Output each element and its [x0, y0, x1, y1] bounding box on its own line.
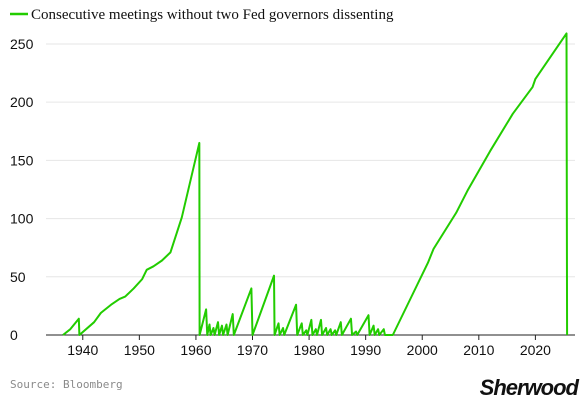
x-tick-label: 1980 — [294, 342, 325, 358]
sherwood-logo: Sherwood — [480, 375, 580, 400]
x-tick-label: 1990 — [350, 342, 381, 358]
x-tick-label: 2020 — [520, 342, 551, 358]
x-tick-label: 1950 — [124, 342, 155, 358]
y-tick-label: 100 — [10, 211, 34, 227]
y-tick-label: 50 — [10, 269, 26, 285]
y-tick-label: 250 — [10, 36, 34, 52]
legend: Consecutive meetings without two Fed gov… — [10, 7, 394, 23]
x-tick-label: 2010 — [463, 342, 494, 358]
x-tick-label: 2000 — [407, 342, 438, 358]
y-tick-label: 0 — [10, 327, 18, 343]
source-note: Source: Bloomberg — [10, 378, 123, 391]
x-tick-label: 1960 — [180, 342, 211, 358]
x-tick-label: 1970 — [237, 342, 268, 358]
y-tick-label: 200 — [10, 94, 34, 110]
legend-label: Consecutive meetings without two Fed gov… — [31, 7, 394, 23]
x-axis-ticks: 1940 1950 1960 1970 1980 1990 2000 2010 2020 — [67, 335, 551, 358]
x-tick-label: 1940 — [67, 342, 98, 358]
y-tick-label: 150 — [10, 152, 34, 168]
y-axis-ticks: 0 50 100 150 200 250 — [10, 36, 34, 343]
series-line-0 — [62, 32, 569, 336]
series-group — [62, 32, 569, 336]
gridlines — [46, 43, 575, 278]
